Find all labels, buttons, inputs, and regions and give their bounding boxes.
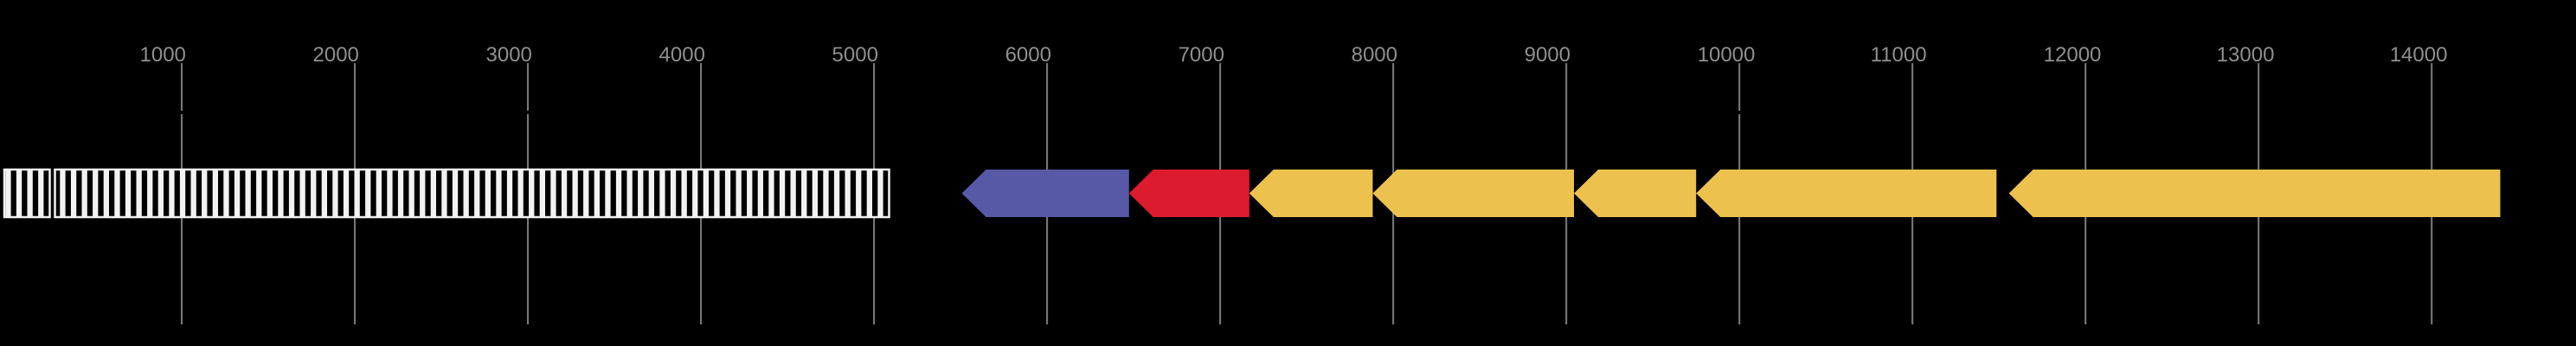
svg-text:6000: 6000 <box>1005 43 1051 67</box>
svg-text:8000: 8000 <box>1352 43 1397 67</box>
svg-text:10000: 10000 <box>1698 43 1756 67</box>
svg-text:3000: 3000 <box>486 43 532 67</box>
svg-text:7000: 7000 <box>1179 43 1224 67</box>
svg-text:1000: 1000 <box>140 43 186 67</box>
svg-text:11000: 11000 <box>1871 43 1927 67</box>
svg-text:14000: 14000 <box>2390 43 2448 67</box>
svg-text:12000: 12000 <box>2044 43 2102 67</box>
svg-text:9000: 9000 <box>1525 43 1571 67</box>
svg-text:5000: 5000 <box>832 43 878 67</box>
svg-text:4000: 4000 <box>659 43 705 67</box>
svg-text:13000: 13000 <box>2217 43 2275 67</box>
svg-text:2000: 2000 <box>313 43 359 67</box>
